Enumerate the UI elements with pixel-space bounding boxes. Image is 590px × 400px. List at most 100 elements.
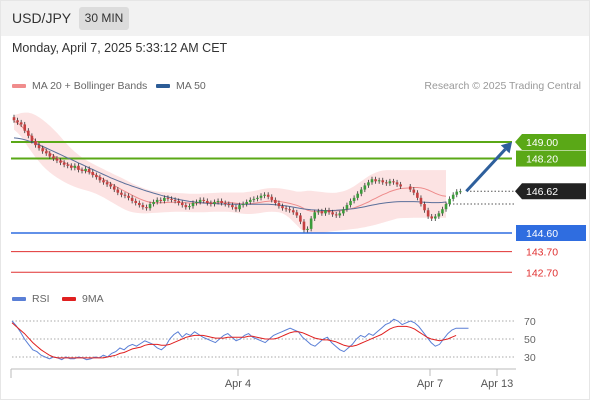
candle <box>19 119 23 127</box>
candle <box>116 187 120 196</box>
candle-body <box>451 194 455 199</box>
candle <box>374 176 377 184</box>
ma50-legend-label: MA 50 <box>176 80 206 92</box>
candle <box>231 202 234 210</box>
candle <box>426 207 430 219</box>
candle <box>44 148 48 156</box>
candle <box>392 178 395 185</box>
candle-body <box>37 145 41 149</box>
candle <box>408 183 412 193</box>
forecast-arrow <box>465 142 512 193</box>
candle <box>377 177 381 184</box>
candle <box>234 204 238 212</box>
candle-body <box>130 197 134 201</box>
candle-body <box>105 182 109 185</box>
candle <box>73 163 77 171</box>
candle-body <box>408 186 412 190</box>
rsi-tick-30: 30 <box>524 352 536 364</box>
candle <box>216 198 220 205</box>
legend-rsi: RSI <box>12 293 50 305</box>
candle <box>138 200 141 208</box>
candle-body <box>48 153 52 157</box>
candle <box>123 192 127 199</box>
rsi-tick-70: 70 <box>524 316 536 328</box>
candle <box>155 197 159 205</box>
candle <box>202 197 206 204</box>
level-label-143.70: 143.70 <box>526 247 558 259</box>
candle-body <box>59 160 62 163</box>
timeframe-badge[interactable]: 30 MIN <box>79 7 129 30</box>
candle <box>105 179 109 187</box>
candle-body <box>52 156 55 159</box>
candle-body <box>302 221 306 230</box>
candle-body <box>188 206 191 208</box>
candle <box>188 203 191 210</box>
candle-body <box>388 181 392 184</box>
candle-body <box>370 179 374 183</box>
candle-body <box>84 168 87 171</box>
time-tick-label: Apr 4 <box>225 378 251 390</box>
candle-body <box>98 177 102 181</box>
time-tick-label: Apr 13 <box>481 378 513 390</box>
candle-body <box>412 189 416 193</box>
candle <box>441 206 444 216</box>
candle <box>274 197 277 206</box>
candle-body <box>437 213 441 217</box>
candle <box>191 200 195 209</box>
candle-body <box>342 209 345 214</box>
candle <box>177 198 180 206</box>
time-tick-label: Apr 7 <box>417 378 443 390</box>
candle <box>198 197 202 205</box>
candle <box>48 150 52 159</box>
candle <box>152 199 155 207</box>
candle-body <box>270 196 274 200</box>
candle-body <box>399 184 402 187</box>
candle-body <box>448 198 451 205</box>
candle <box>163 195 166 204</box>
candle <box>206 198 209 206</box>
candle-body <box>430 216 433 219</box>
candle-body <box>55 158 59 161</box>
candle-body <box>159 199 163 201</box>
candle <box>451 192 455 202</box>
candle-body <box>266 194 270 197</box>
candle <box>448 196 451 207</box>
level-tag-149.00: 149.00 <box>515 134 586 150</box>
candle-body <box>177 200 180 204</box>
forecast-arrow-shaft <box>465 148 507 193</box>
candle <box>352 195 356 204</box>
header-bar: USD/JPY 30 MIN <box>0 0 590 36</box>
candle <box>248 197 252 205</box>
candle <box>134 198 138 206</box>
candle <box>59 158 62 166</box>
candle-body <box>223 203 227 205</box>
candle <box>252 196 256 203</box>
candle-body <box>216 200 220 202</box>
candle <box>62 160 66 168</box>
candle <box>195 199 198 206</box>
candle <box>399 181 402 189</box>
candle-body <box>155 199 159 202</box>
candle-body <box>363 185 367 190</box>
candle-body <box>234 207 238 210</box>
candle <box>102 177 105 185</box>
level-tag-text: 149.00 <box>526 137 558 149</box>
candle <box>12 114 16 123</box>
candle <box>112 183 116 193</box>
candle-body <box>306 228 309 230</box>
candle <box>320 208 324 216</box>
level-tag-shape <box>516 150 586 167</box>
candle-body <box>170 198 173 200</box>
candle-body <box>395 182 399 185</box>
candle <box>270 194 274 203</box>
candle-body <box>252 198 256 200</box>
forecast-arrow-head <box>500 142 512 154</box>
candle <box>98 174 102 183</box>
candle <box>238 202 241 212</box>
candle-body <box>30 135 34 141</box>
ma9-swatch <box>62 297 76 302</box>
candle <box>295 209 299 218</box>
candle <box>87 166 91 175</box>
last-price-text: 146.62 <box>526 186 558 198</box>
last-price-tag-shape <box>515 183 586 200</box>
